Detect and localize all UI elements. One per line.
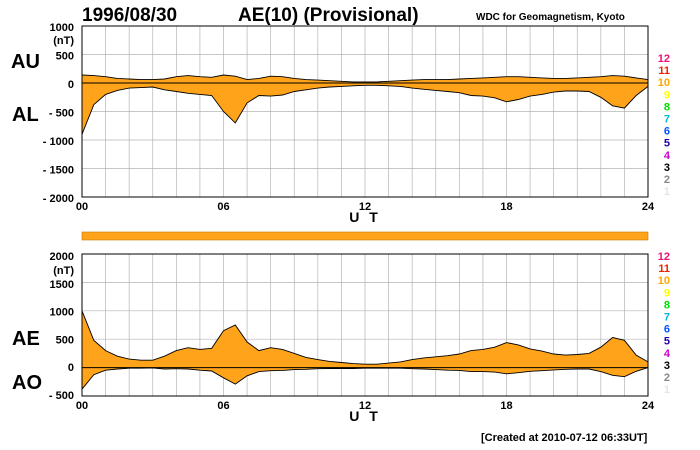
level-scale-label: 10 bbox=[658, 77, 670, 89]
y-tick-label: 500 bbox=[56, 51, 74, 63]
level-scale-label: 9 bbox=[664, 89, 670, 101]
panel-au-al: 1000 500 0 - 500 - 1000 - 1500 - 2000 (nT) 00 06 1… bbox=[43, 22, 671, 225]
level-scale-label: 4 bbox=[664, 348, 671, 360]
au-label: AU bbox=[11, 51, 40, 73]
level-scale-label: 9 bbox=[664, 287, 670, 299]
level-scale-label: 1 bbox=[664, 384, 670, 396]
x-axis-label: U T bbox=[349, 408, 381, 424]
level-scale-label: 3 bbox=[664, 162, 670, 174]
created-stamp: [Created at 2010-07-12 06:33UT] bbox=[481, 432, 648, 444]
level-scale-label: 6 bbox=[664, 126, 670, 138]
level-scale-label: 5 bbox=[664, 336, 670, 348]
x-tick-label: 12 bbox=[359, 400, 371, 412]
level-scale-label: 10 bbox=[658, 275, 670, 287]
series-area-fill bbox=[82, 75, 648, 135]
y-tick-label: 1000 bbox=[50, 22, 74, 34]
al-label: AL bbox=[12, 104, 39, 126]
level-scale-label: 6 bbox=[664, 324, 670, 336]
level-scale-label: 8 bbox=[664, 101, 670, 113]
x-tick-label: 24 bbox=[642, 400, 655, 412]
x-axis-label: U T bbox=[349, 209, 381, 225]
series-line-au bbox=[81, 74, 649, 83]
chart-title: AE(10) (Provisional) bbox=[238, 5, 419, 26]
level-scale-label: 11 bbox=[658, 263, 670, 275]
series-area-fill bbox=[82, 310, 648, 390]
ao-label: AO bbox=[12, 372, 42, 394]
y-tick-label: 0 bbox=[68, 79, 74, 91]
y-tick-label: - 500 bbox=[49, 390, 74, 402]
y-tick-label: - 500 bbox=[49, 108, 74, 120]
data-coverage-band bbox=[81, 231, 649, 241]
series-line-ae bbox=[81, 310, 649, 365]
level-scale-label: 2 bbox=[664, 174, 670, 186]
series-line-ao bbox=[81, 367, 649, 390]
level-scale-label: 12 bbox=[658, 53, 670, 65]
level-scale-label: 2 bbox=[664, 372, 670, 384]
level-scale-label: 11 bbox=[658, 65, 670, 77]
ae-label: AE bbox=[12, 328, 40, 350]
y-tick-label: 500 bbox=[56, 334, 74, 346]
level-scale-label: 4 bbox=[664, 150, 671, 162]
level-scale-label: 1 bbox=[664, 186, 670, 198]
x-tick-label: 00 bbox=[76, 201, 88, 213]
y-tick-label: - 1000 bbox=[43, 136, 74, 148]
plot-frame bbox=[81, 253, 649, 397]
x-tick-label: 12 bbox=[359, 201, 371, 213]
level-scale-label: 8 bbox=[664, 299, 670, 311]
plot-frame bbox=[81, 25, 649, 198]
y-tick-label: 2000 bbox=[50, 251, 74, 263]
source-label: WDC for Geomagnetism, Kyoto bbox=[476, 12, 625, 23]
y-tick-label: 1500 bbox=[50, 279, 74, 291]
level-scale-label: 3 bbox=[664, 360, 670, 372]
y-axis-unit: (nT) bbox=[53, 35, 74, 47]
series-line-al bbox=[81, 84, 649, 135]
x-tick-label: 24 bbox=[642, 201, 655, 213]
x-tick-label: 00 bbox=[76, 400, 88, 412]
level-scale-label: 7 bbox=[664, 312, 670, 324]
x-tick-label: 18 bbox=[500, 201, 512, 213]
y-tick-label: 1000 bbox=[50, 307, 74, 319]
date-title: 1996/08/30 bbox=[82, 5, 178, 26]
y-tick-label: 0 bbox=[68, 362, 74, 374]
x-tick-label: 06 bbox=[217, 400, 229, 412]
y-tick-label: - 2000 bbox=[43, 193, 74, 205]
x-tick-label: 06 bbox=[217, 201, 229, 213]
x-tick-label: 18 bbox=[500, 400, 512, 412]
level-scale-label: 5 bbox=[664, 138, 670, 150]
level-scale-label: 12 bbox=[658, 251, 670, 263]
y-tick-label: - 1500 bbox=[43, 165, 74, 177]
y-axis-unit: (nT) bbox=[53, 265, 74, 277]
level-scale-label: 7 bbox=[664, 114, 670, 126]
